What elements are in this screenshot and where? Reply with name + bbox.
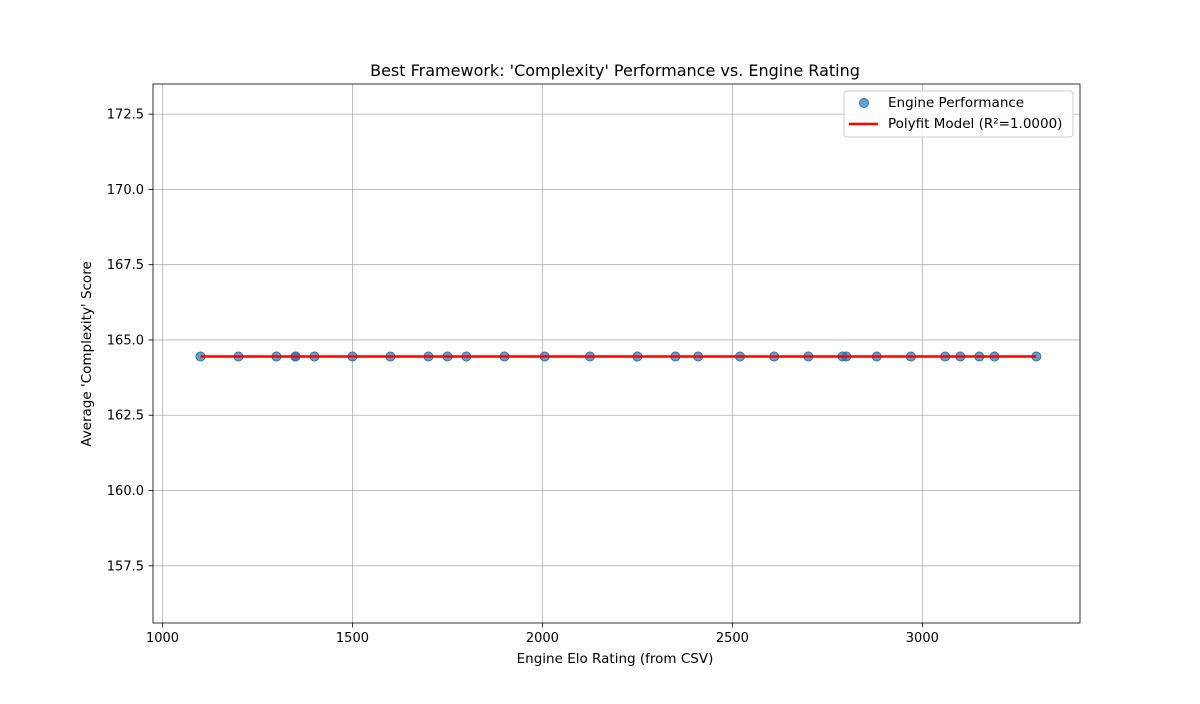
plot-frame [152, 83, 1081, 624]
chart-title: Best Framework: 'Complexity' Performance… [370, 61, 860, 80]
x-tick-label-2: 2000 [526, 631, 559, 646]
x-tick-label-1: 1500 [336, 631, 369, 646]
series-layer [195, 351, 1042, 362]
x-tick-label-0: 1000 [146, 631, 179, 646]
y-axis-label: Average 'Complexity' Score [79, 261, 95, 447]
x-tick-label-3: 2500 [716, 631, 749, 646]
legend-label-engine-performance: Engine Performance [888, 95, 1024, 111]
legend-label-polyfit-model: Polyfit Model (R²=1.0000) [888, 116, 1062, 132]
legend: Engine Performance Polyfit Model (R²=1.0… [843, 90, 1074, 138]
x-axis-label: Engine Elo Rating (from CSV) [517, 651, 714, 667]
grid-layer [153, 84, 1080, 623]
y-tick-label-2: 162.5 [107, 409, 144, 424]
y-tick-label-4: 167.5 [107, 258, 144, 273]
y-tick-label-3: 165.0 [107, 333, 144, 348]
axes-layer: 1000 1500 2000 2500 3000 157.5 160.0 162.5 165.0… [107, 83, 1081, 646]
y-tick-label-0: 157.5 [107, 559, 144, 574]
y-tick-label-6: 172.5 [107, 108, 144, 123]
legend-frame [843, 90, 1074, 138]
y-tick-label-1: 160.0 [107, 484, 144, 499]
legend-marker-engine-performance [859, 98, 869, 108]
y-tick-label-5: 170.0 [107, 183, 144, 198]
x-tick-label-4: 3000 [906, 631, 939, 646]
